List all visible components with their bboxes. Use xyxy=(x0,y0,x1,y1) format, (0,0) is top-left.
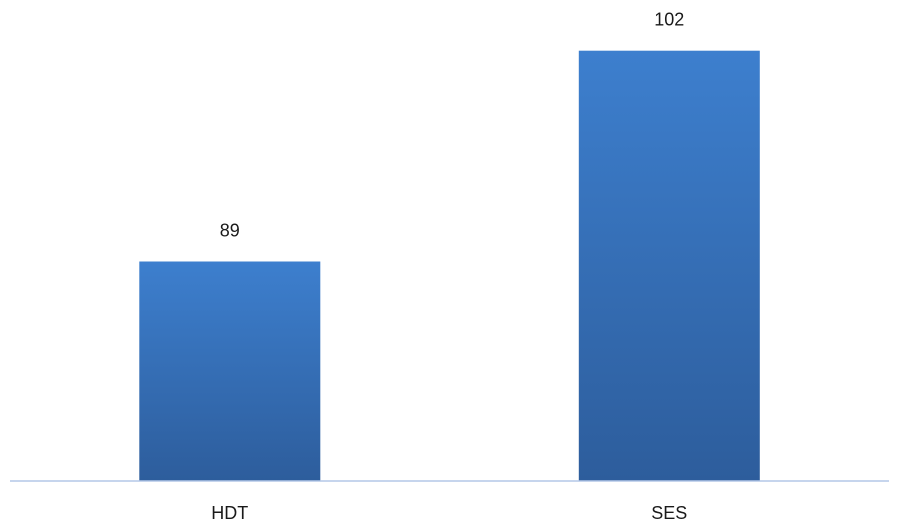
data-label-hdt: 89 xyxy=(220,221,240,241)
x-tick-label-hdt: HDT xyxy=(211,503,248,522)
x-tick-label-ses: SES xyxy=(651,503,687,522)
bars-group xyxy=(139,51,760,481)
bar-hdt xyxy=(139,262,320,482)
bar-ses xyxy=(579,51,760,481)
data-label-ses: 102 xyxy=(654,10,684,30)
